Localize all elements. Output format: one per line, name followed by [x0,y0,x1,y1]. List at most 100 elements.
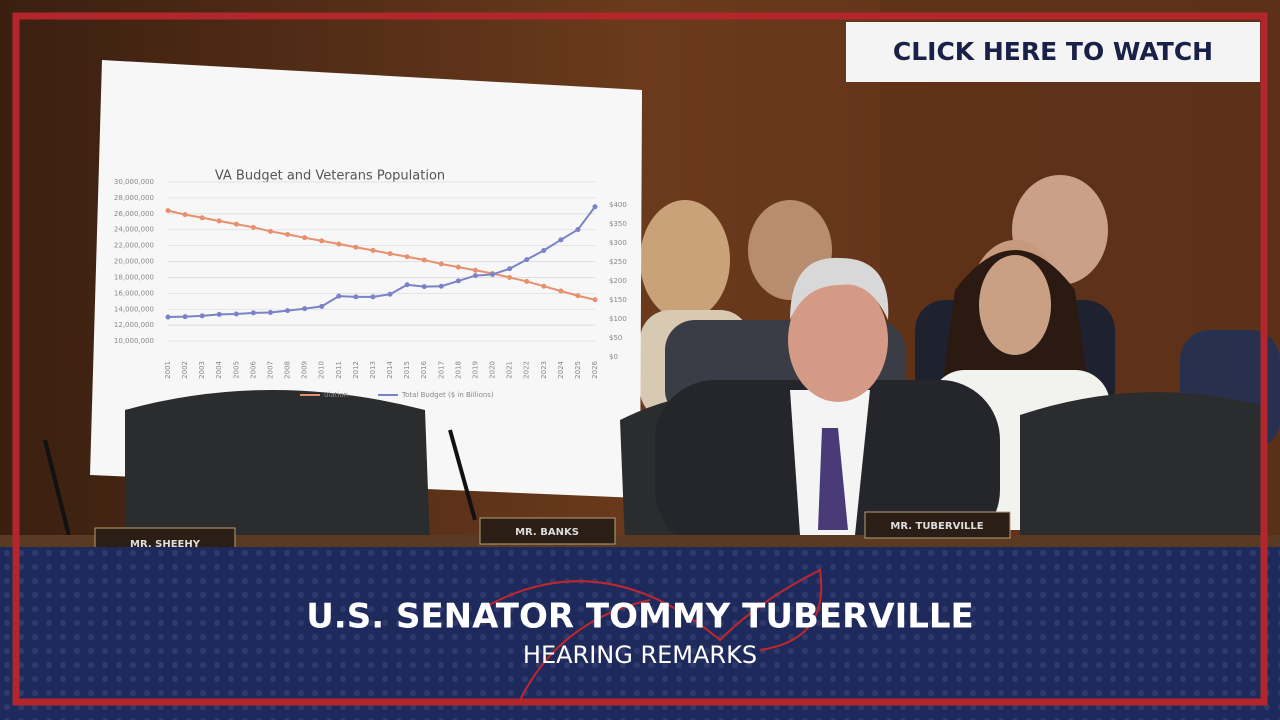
x-tick-label: 2012 [352,361,360,379]
point [558,237,564,243]
nameplate-text: MR. TUBERVILLE [890,521,983,532]
x-tick-label: 2006 [249,360,257,378]
nameplate [479,517,616,545]
point [250,224,256,230]
point [182,212,188,218]
point [216,311,222,317]
x-tick-label: 2023 [540,361,548,379]
x-tick-label: 2009 [301,361,309,379]
point [404,282,410,288]
point [199,313,205,319]
person [640,200,730,320]
x-tick-label: 2025 [574,361,582,379]
y2-tick-label: $400 [609,201,627,209]
y2-tick-label: $350 [609,220,627,228]
y2-tick-label: $200 [609,277,627,285]
point [182,314,188,320]
y-tick-label: 28,000,000 [114,194,154,202]
nameplate [864,511,1011,539]
x-tick-label: 2001 [164,361,172,379]
point [285,308,291,314]
watch-button-text[interactable]: CLICK HERE TO WATCH [893,37,1213,66]
point [336,293,342,299]
series-line [167,206,596,319]
point [472,267,478,273]
y2-tick-label: $100 [609,315,627,323]
point [558,288,564,294]
y2-tick-label: $0 [609,353,618,361]
point [575,227,581,233]
y2-tick-label: $250 [609,258,627,266]
point [541,283,547,289]
point [438,283,444,289]
point [216,218,222,224]
point [575,293,581,299]
banner-title: U.S. SENATOR TOMMY TUBERVILLE [306,597,974,637]
x-tick-label: 2026 [591,360,599,378]
signature [479,568,823,701]
point [233,311,239,317]
legend-label: Total Budget ($ in Billions) [401,391,494,399]
watch-button[interactable] [846,22,1260,82]
legend-label: ulation [324,391,348,399]
y2-tick-label: $300 [609,239,627,247]
point [387,291,393,297]
point [165,314,171,320]
x-tick-label: 2014 [386,360,394,378]
x-tick-label: 2024 [557,360,565,378]
x-tick-label: 2022 [523,361,531,379]
nameplate-text: MR. BANKS [515,527,579,538]
x-tick-label: 2019 [471,361,479,379]
point [404,254,410,260]
series-line [167,209,596,301]
point [199,215,205,221]
point [302,235,308,241]
point [165,208,171,214]
nameplate-text: MR. SHEEHY [130,539,201,550]
y-tick-label: 26,000,000 [114,210,154,218]
x-tick-label: 2008 [284,361,292,379]
y2-tick-label: $50 [609,334,622,342]
desk [0,535,1280,550]
y-tick-label: 18,000,000 [114,273,154,281]
x-tick-label: 2021 [506,361,514,379]
point [370,247,376,253]
tie [818,428,848,530]
point [524,278,530,284]
head [788,278,888,402]
point [438,261,444,267]
x-tick-label: 2013 [369,361,377,379]
x-tick-label: 2015 [403,361,411,379]
point [336,241,342,247]
y-tick-label: 30,000,000 [114,178,154,186]
frame [12,12,1268,706]
x-tick-label: 2003 [198,361,206,379]
point [370,294,376,300]
point [285,232,291,237]
point [507,274,513,280]
x-tick-label: 2005 [232,361,240,379]
point [319,303,325,309]
point [267,228,273,234]
point [250,310,256,316]
point [353,244,359,250]
banner-pattern [0,547,1280,720]
y-tick-label: 22,000,000 [114,242,154,250]
x-tick-label: 2007 [266,361,274,379]
point [455,264,461,270]
poster-title: VA Budget and Veterans Population [215,169,445,184]
x-tick-label: 2020 [489,361,497,379]
point [507,266,513,272]
point [455,278,461,284]
point [541,247,547,253]
y-tick-label: 24,000,000 [114,226,154,234]
point [490,271,496,277]
chair [1020,392,1262,545]
x-tick-label: 2010 [318,361,326,379]
y-tick-label: 16,000,000 [114,289,154,297]
point [387,251,393,257]
microphone [448,429,477,521]
point [302,306,308,312]
